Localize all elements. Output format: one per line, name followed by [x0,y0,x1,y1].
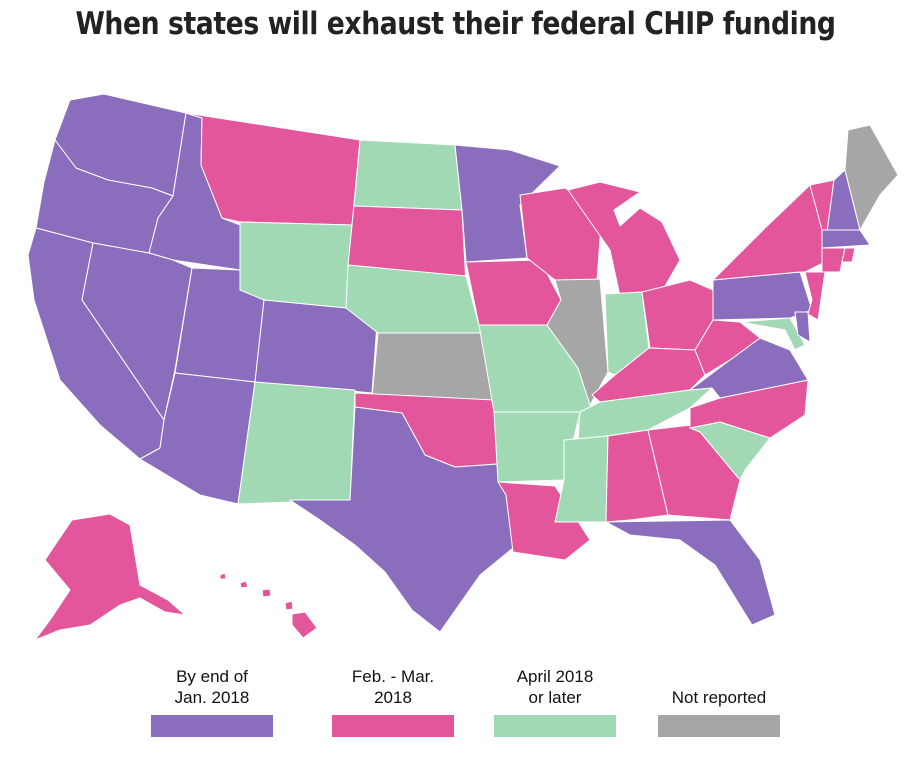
state-fl[interactable] [605,519,776,626]
state-ak[interactable] [34,513,186,641]
state-mi[interactable] [567,181,681,297]
state-ct[interactable] [821,247,846,273]
state-hi[interactable] [219,572,318,639]
legend-item-none: Not reported [644,666,794,737]
legend-swatch-febmar [332,715,454,737]
state-de[interactable] [794,311,811,343]
legend-swatch-none [658,715,780,737]
legend-label: By end of Jan. 2018 [174,667,250,707]
state-ks[interactable] [371,332,495,401]
state-ma[interactable] [821,229,871,249]
state-ne[interactable] [345,264,482,334]
state-md[interactable] [739,317,806,351]
legend-item-jan: By end of Jan. 2018 [137,666,287,737]
legend-item-febmar: Feb. - Mar. 2018 [318,666,468,737]
state-ri[interactable] [841,247,856,263]
map-title: When states will exhaust their federal C… [75,6,836,42]
state-ny[interactable] [712,184,827,281]
state-ms[interactable] [554,435,609,523]
state-wy[interactable] [239,221,353,309]
state-mn[interactable] [454,144,561,263]
state-nm[interactable] [237,381,356,505]
legend-swatch-april [494,715,616,737]
legend-label: April 2018 or later [516,667,594,707]
legend-label: Not reported [671,688,767,707]
state-co[interactable] [254,299,379,394]
state-nd[interactable] [353,139,463,211]
state-tx[interactable] [289,406,514,633]
legend-item-april: April 2018 or later [480,666,630,737]
legend-label: Feb. - Mar. 2018 [351,667,435,707]
state-la[interactable] [497,481,591,561]
state-il[interactable] [546,278,609,406]
legend-swatch-jan [151,715,273,737]
state-al[interactable] [605,429,669,523]
